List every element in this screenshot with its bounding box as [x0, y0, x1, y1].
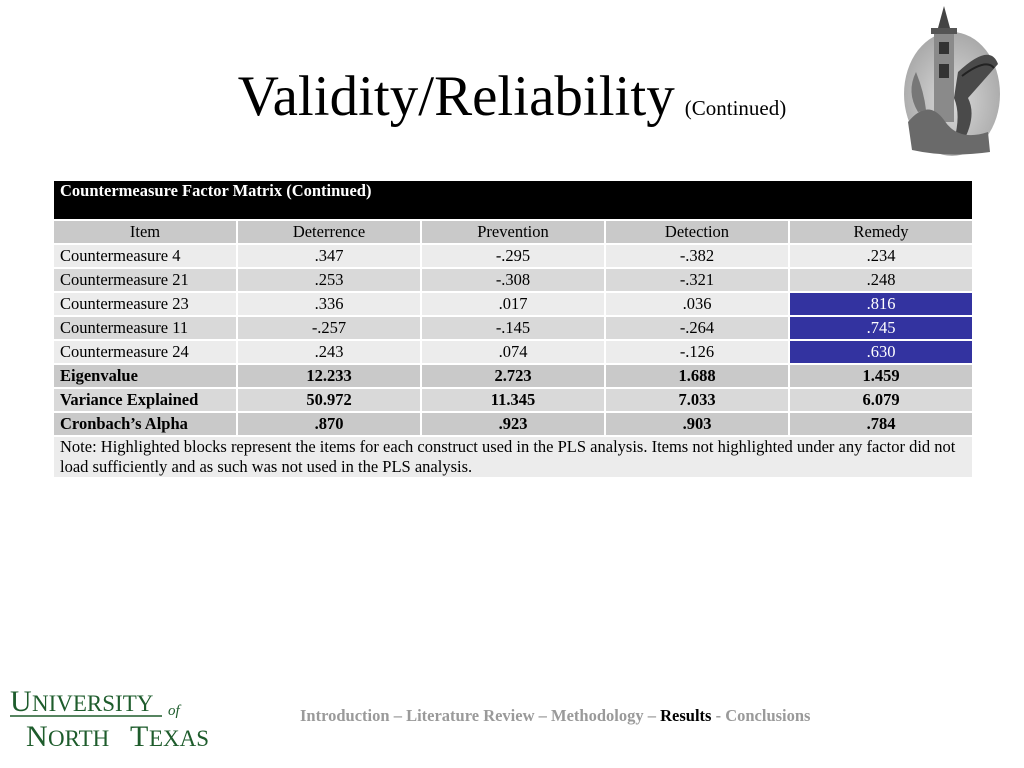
table-cell: .253: [236, 267, 422, 293]
column-header-detection: Detection: [604, 219, 790, 245]
row-label: Eigenvalue: [52, 363, 238, 389]
column-header-deterrence: Deterrence: [236, 219, 422, 245]
logo-line2-rest-north: ORTH: [48, 726, 109, 748]
logo-line2-rest-texas: EXAS: [149, 726, 209, 748]
row-label: Countermeasure 24: [52, 339, 238, 365]
table-cell: .336: [236, 291, 422, 317]
table-cell: 50.972: [236, 387, 422, 413]
row-label: Countermeasure 21: [52, 267, 238, 293]
table-cell: 1.688: [604, 363, 790, 389]
nav-item-introduction[interactable]: Introduction: [300, 706, 390, 725]
table-cell: -.382: [604, 243, 790, 269]
table-row: Countermeasure 4 .347 -.295 -.382 .234: [52, 243, 974, 269]
table-cell: .036: [604, 291, 790, 317]
eagle-tower-seal-icon: [904, 6, 1000, 156]
logo-line1-initial: U: [10, 685, 32, 718]
table-cell: .017: [420, 291, 606, 317]
section-navigation: Introduction – Literature Review – Metho…: [300, 706, 920, 726]
table-cell: -.257: [236, 315, 422, 341]
column-header-remedy: Remedy: [788, 219, 974, 245]
highlighted-cell: .745: [788, 315, 974, 341]
nav-item-conclusions[interactable]: Conclusions: [725, 706, 811, 725]
stat-row-cronbach-alpha: Cronbach’s Alpha .870 .923 .903 .784: [52, 411, 974, 437]
nav-item-results[interactable]: Results: [660, 706, 712, 725]
table-cell: .903: [604, 411, 790, 437]
table-cell: .248: [788, 267, 974, 293]
row-label: Countermeasure 4: [52, 243, 238, 269]
table-cell: -.308: [420, 267, 606, 293]
table-cell: -.321: [604, 267, 790, 293]
logo-line2-initial-t: T: [130, 720, 148, 748]
column-header-item: Item: [52, 219, 238, 245]
table-cell: .243: [236, 339, 422, 365]
table-cell: .234: [788, 243, 974, 269]
table-header-row: Item Deterrence Prevention Detection Rem…: [52, 219, 974, 245]
table-row: Countermeasure 24 .243 .074 -.126 .630: [52, 339, 974, 365]
table-cell: 12.233: [236, 363, 422, 389]
row-label: Countermeasure 11: [52, 315, 238, 341]
highlighted-cell: .630: [788, 339, 974, 365]
row-label: Variance Explained: [52, 387, 238, 413]
table-caption: Countermeasure Factor Matrix (Continued): [52, 179, 974, 221]
table-cell: -.126: [604, 339, 790, 365]
nav-item-literature-review[interactable]: Literature Review: [406, 706, 535, 725]
slide-title-main: Validity/Reliability: [237, 65, 675, 128]
table-cell: -.295: [420, 243, 606, 269]
highlighted-cell: .816: [788, 291, 974, 317]
table-row: Countermeasure 23 .336 .017 .036 .816: [52, 291, 974, 317]
logo-of: of: [168, 703, 182, 719]
table-cell: 11.345: [420, 387, 606, 413]
slide-title-subtitle: (Continued): [684, 96, 787, 120]
table-cell: .923: [420, 411, 606, 437]
table-cell: 1.459: [788, 363, 974, 389]
nav-item-methodology[interactable]: Methodology: [551, 706, 644, 725]
nav-separator: –: [534, 706, 552, 725]
table-row: Countermeasure 21 .253 -.308 -.321 .248: [52, 267, 974, 293]
column-header-prevention: Prevention: [420, 219, 606, 245]
factor-matrix-table: Countermeasure Factor Matrix (Continued)…: [52, 179, 974, 479]
row-label: Countermeasure 23: [52, 291, 238, 317]
nav-separator: -: [711, 706, 726, 725]
table-cell: 7.033: [604, 387, 790, 413]
logo-line1-rest: NIVERSITY: [32, 691, 154, 716]
table-cell: 6.079: [788, 387, 974, 413]
table-cell: -.145: [420, 315, 606, 341]
table-cell: -.264: [604, 315, 790, 341]
table-cell: .784: [788, 411, 974, 437]
nav-separator: –: [643, 706, 661, 725]
table-cell: .870: [236, 411, 422, 437]
table-cell: 2.723: [420, 363, 606, 389]
table-row: Countermeasure 11 -.257 -.145 -.264 .745: [52, 315, 974, 341]
table-cell: .074: [420, 339, 606, 365]
row-label: Cronbach’s Alpha: [52, 411, 238, 437]
stat-row-eigenvalue: Eigenvalue 12.233 2.723 1.688 1.459: [52, 363, 974, 389]
slide-title: Validity/Reliability (Continued): [0, 62, 1024, 132]
table-note: Note: Highlighted blocks represent the i…: [52, 435, 974, 479]
nav-separator: –: [389, 706, 407, 725]
stat-row-variance: Variance Explained 50.972 11.345 7.033 6…: [52, 387, 974, 413]
logo-line2-initial-n: N: [26, 720, 48, 748]
university-of-north-texas-logo: U NIVERSITY of N ORTH T EXAS: [10, 685, 209, 748]
table-cell: .347: [236, 243, 422, 269]
